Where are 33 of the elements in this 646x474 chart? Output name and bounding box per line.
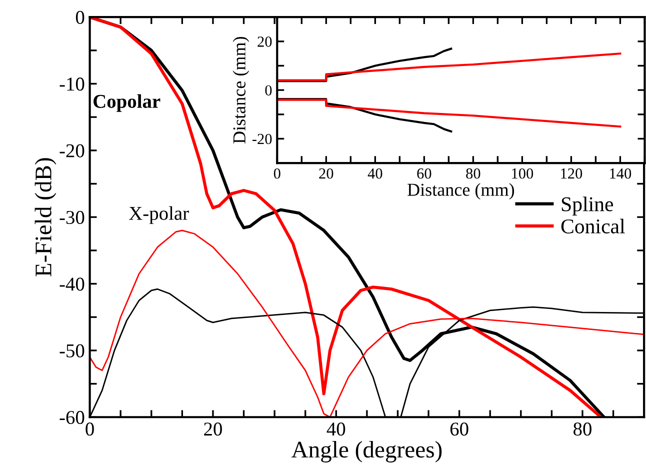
x-tick-label: 40	[368, 168, 382, 179]
x-tick-label: 100	[512, 168, 534, 179]
x-tick-label: 80	[573, 422, 592, 436]
x-tick-label: 20	[204, 422, 222, 436]
y-tick-label: -30	[60, 210, 84, 224]
y-axis-title: E-Field (dB)	[34, 158, 56, 276]
line-series	[277, 52, 622, 82]
x-tick-label: 0	[274, 168, 280, 179]
x-axis-title: Distance (mm)	[408, 183, 514, 200]
y-tick-label: -20	[252, 134, 272, 144]
legend-label: Conical	[561, 218, 625, 234]
y-tick-label: 0	[265, 85, 272, 96]
line-series	[277, 98, 622, 128]
x-tick-label: 0	[86, 422, 94, 436]
x-tick-label: 60	[417, 168, 432, 179]
x-tick-label: 80	[466, 168, 480, 179]
y-axis-title: Distance (mm)	[232, 36, 250, 144]
x-tick-label: 20	[319, 168, 334, 179]
y-tick-label: -40	[60, 278, 84, 291]
x-tick-label: 140	[610, 168, 632, 179]
y-tick-label: 0	[76, 10, 84, 24]
x-tick-label: 60	[450, 422, 468, 436]
y-tick-label: -10	[60, 78, 84, 91]
x-tick-label: 40	[326, 422, 346, 436]
annotation: X-polar	[129, 206, 189, 224]
y-tick-label: -20	[60, 144, 84, 158]
annotation: Copolar	[94, 94, 160, 112]
y-tick-label: 20	[258, 36, 272, 47]
legend-label: Spline	[562, 196, 614, 216]
y-tick-label: -60	[60, 410, 84, 424]
y-tick-label: -50	[60, 344, 84, 358]
x-axis-title: Angle (degrees)	[291, 441, 442, 462]
x-tick-label: 120	[561, 168, 582, 179]
